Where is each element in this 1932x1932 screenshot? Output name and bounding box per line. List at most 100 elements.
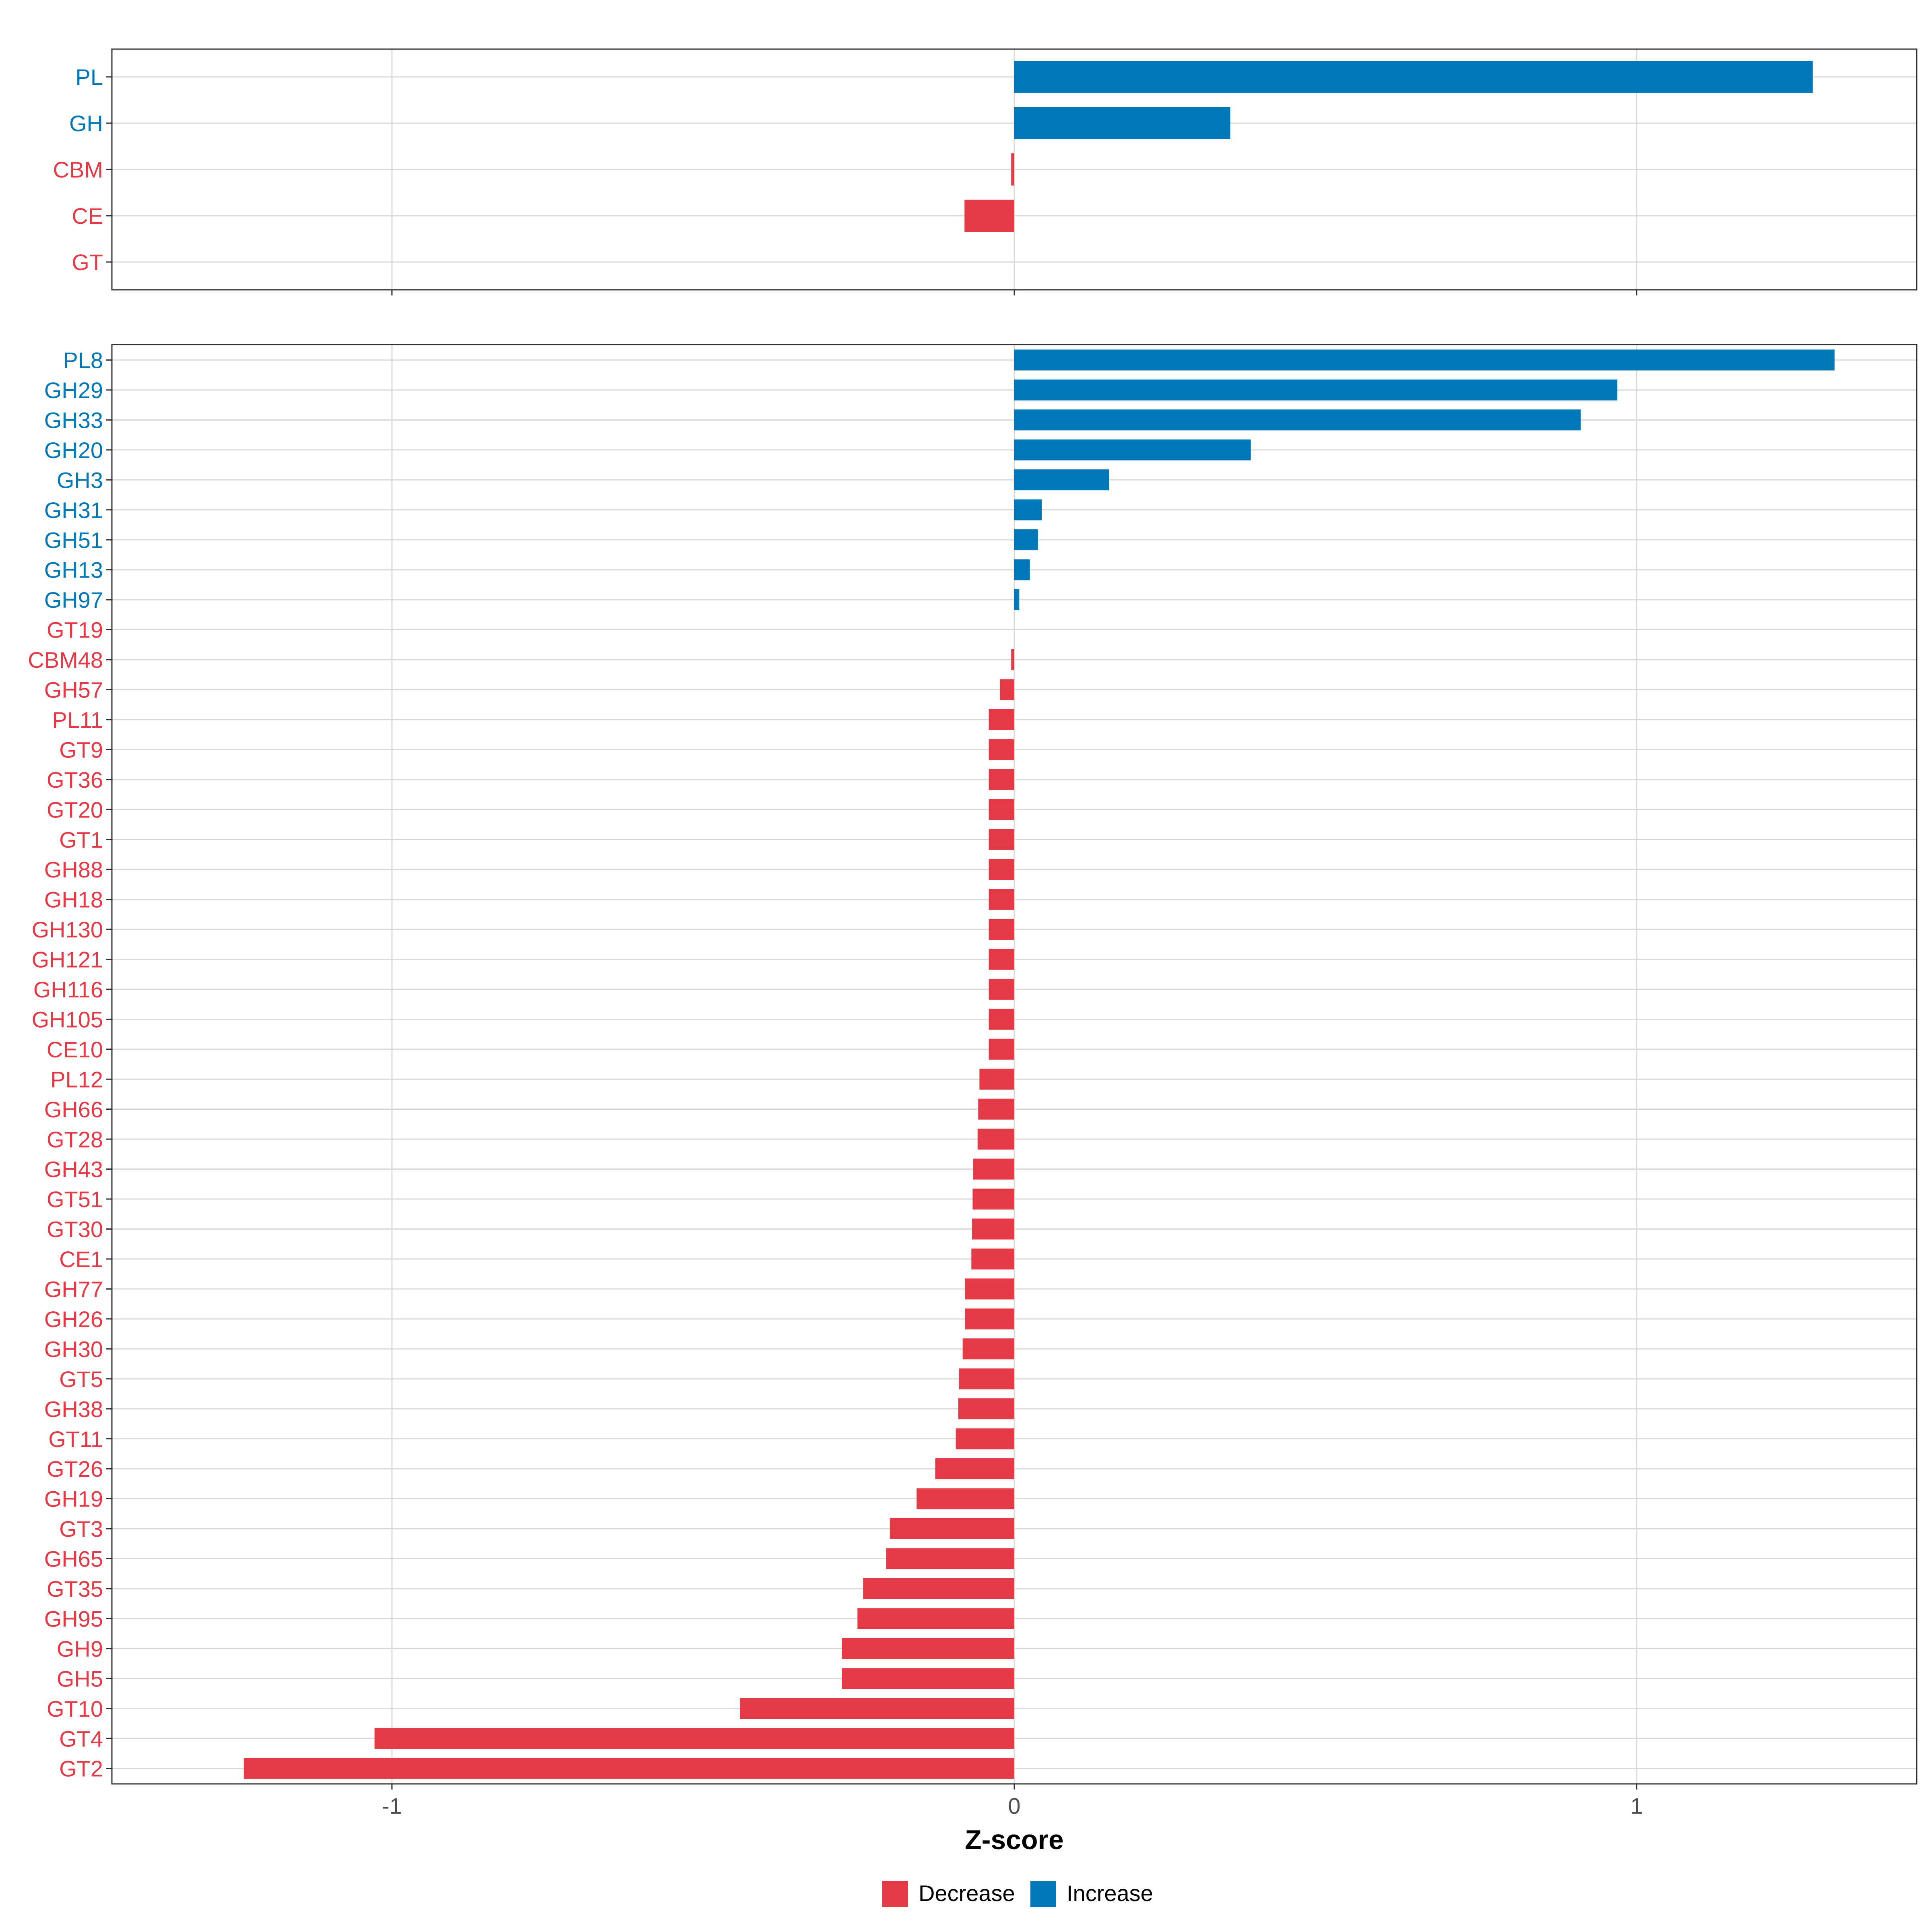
bar-pl11 (989, 709, 1014, 730)
bar-gt10 (740, 1698, 1014, 1719)
category-label-gt28: GT28 (47, 1127, 103, 1152)
category-label-pl11: PL11 (52, 707, 103, 733)
bar-gh77 (965, 1278, 1014, 1300)
category-label-gh43: GH43 (44, 1157, 103, 1182)
bar-gt28 (977, 1129, 1014, 1150)
bar-gt5 (959, 1368, 1014, 1389)
category-label-gt26: GT26 (47, 1456, 103, 1482)
category-label-gt35: GT35 (47, 1576, 103, 1602)
legend-swatch-increase (1030, 1881, 1056, 1907)
bar-gh97 (1014, 589, 1020, 611)
bar-gh18 (989, 889, 1014, 910)
category-label-ce10: CE10 (47, 1037, 103, 1062)
category-label-gt9: GT9 (59, 737, 103, 762)
bar-gh116 (989, 978, 1014, 1000)
bar-gh13 (1014, 559, 1030, 580)
category-label-gh13: GH13 (44, 557, 103, 583)
x-axis-title: Z-score (965, 1825, 1064, 1855)
bar-gh121 (989, 949, 1014, 970)
bar-gh3 (1014, 469, 1109, 491)
category-label-gh33: GH33 (44, 407, 103, 433)
bar-gh31 (1014, 499, 1042, 520)
category-label-gt20: GT20 (47, 797, 103, 822)
bar-gh5 (842, 1668, 1014, 1689)
category-label-gt5: GT5 (59, 1366, 103, 1392)
category-label-gh30: GH30 (44, 1336, 103, 1362)
category-label-gh88: GH88 (44, 857, 103, 882)
x-tick-label: -1 (382, 1793, 402, 1818)
category-label-gh65: GH65 (44, 1546, 103, 1572)
bar-gt20 (989, 799, 1014, 820)
category-label-gh38: GH38 (44, 1396, 103, 1422)
top-panel: PL GH CBM CE GT (53, 48, 1918, 295)
category-label-gh66: GH66 (44, 1097, 103, 1122)
category-label-gt10: GT10 (47, 1696, 103, 1721)
category-label-gt36: GT36 (47, 767, 103, 793)
category-label-gh51: GH51 (44, 527, 103, 553)
category-label-ce: CE (72, 203, 103, 229)
bar-gh9 (842, 1638, 1014, 1659)
category-label-gt3: GT3 (59, 1516, 103, 1542)
bar-gh95 (857, 1608, 1014, 1629)
bottom-panel: PL8GH29GH33GH20GH3GH31GH51GH13GH97GT19CB… (28, 344, 1918, 1818)
category-label-ce1: CE1 (59, 1247, 103, 1272)
category-label-gt1: GT1 (59, 827, 103, 852)
category-label-gh116: GH116 (33, 977, 103, 1002)
bar-cbm (1011, 153, 1014, 186)
category-label-gh5: GH5 (57, 1666, 103, 1691)
bar-gh65 (886, 1548, 1014, 1569)
category-label-gh97: GH97 (44, 587, 103, 613)
bar-gt51 (972, 1189, 1014, 1210)
category-label-gh57: GH57 (44, 677, 103, 703)
bar-gh33 (1014, 409, 1581, 431)
legend-label-increase: Increase (1067, 1880, 1153, 1906)
category-label-gh121: GH121 (32, 947, 103, 972)
panel-border (111, 48, 1918, 291)
category-label-gh3: GH3 (57, 467, 103, 493)
legend-swatch-decrease (882, 1881, 908, 1907)
bar-gh105 (989, 1009, 1014, 1030)
category-label-pl8: PL8 (63, 348, 103, 373)
bar-gh38 (958, 1398, 1014, 1420)
bar-gt4 (374, 1728, 1015, 1749)
category-label-gh77: GH77 (44, 1277, 103, 1302)
category-label-gt4: GT4 (59, 1726, 103, 1751)
category-label-gt11: GT11 (48, 1426, 103, 1452)
category-label-gh105: GH105 (32, 1007, 103, 1032)
bar-gh51 (1014, 529, 1038, 551)
bar-gt3 (890, 1518, 1014, 1539)
bar-gh88 (989, 859, 1014, 880)
category-label-gt30: GT30 (47, 1217, 103, 1242)
legend-label-decrease: Decrease (919, 1880, 1015, 1906)
bar-gt11 (956, 1428, 1014, 1449)
category-label-gh18: GH18 (44, 887, 103, 912)
bar-gh (1014, 107, 1230, 139)
category-label-gt51: GT51 (47, 1187, 103, 1212)
category-label-gh: GH (69, 111, 103, 136)
bar-gt36 (989, 769, 1014, 790)
category-label-gh26: GH26 (44, 1307, 103, 1332)
bar-gt1 (989, 829, 1014, 850)
bar-gh20 (1014, 439, 1251, 460)
x-tick-label: 1 (1631, 1793, 1643, 1818)
bar-gt30 (972, 1218, 1014, 1240)
bar-gt35 (863, 1578, 1014, 1599)
category-label-gt2: GT2 (59, 1756, 103, 1781)
category-label-gh95: GH95 (44, 1606, 103, 1631)
bar-gh19 (916, 1488, 1014, 1509)
category-label-gh20: GH20 (44, 438, 103, 463)
category-label-pl12: PL12 (50, 1067, 103, 1092)
legend: Decrease Increase (882, 1880, 1153, 1907)
bar-gh30 (962, 1338, 1014, 1360)
bar-gh26 (965, 1308, 1014, 1329)
category-label-gt19: GT19 (47, 617, 103, 643)
bar-gh66 (978, 1098, 1014, 1120)
bar-gt2 (244, 1758, 1014, 1779)
bar-gt9 (989, 739, 1014, 760)
bar-ce (964, 200, 1014, 232)
bar-gt26 (935, 1458, 1014, 1480)
bar-gh43 (973, 1158, 1014, 1180)
category-label-gh31: GH31 (44, 497, 103, 523)
category-label-pl: PL (76, 64, 103, 90)
